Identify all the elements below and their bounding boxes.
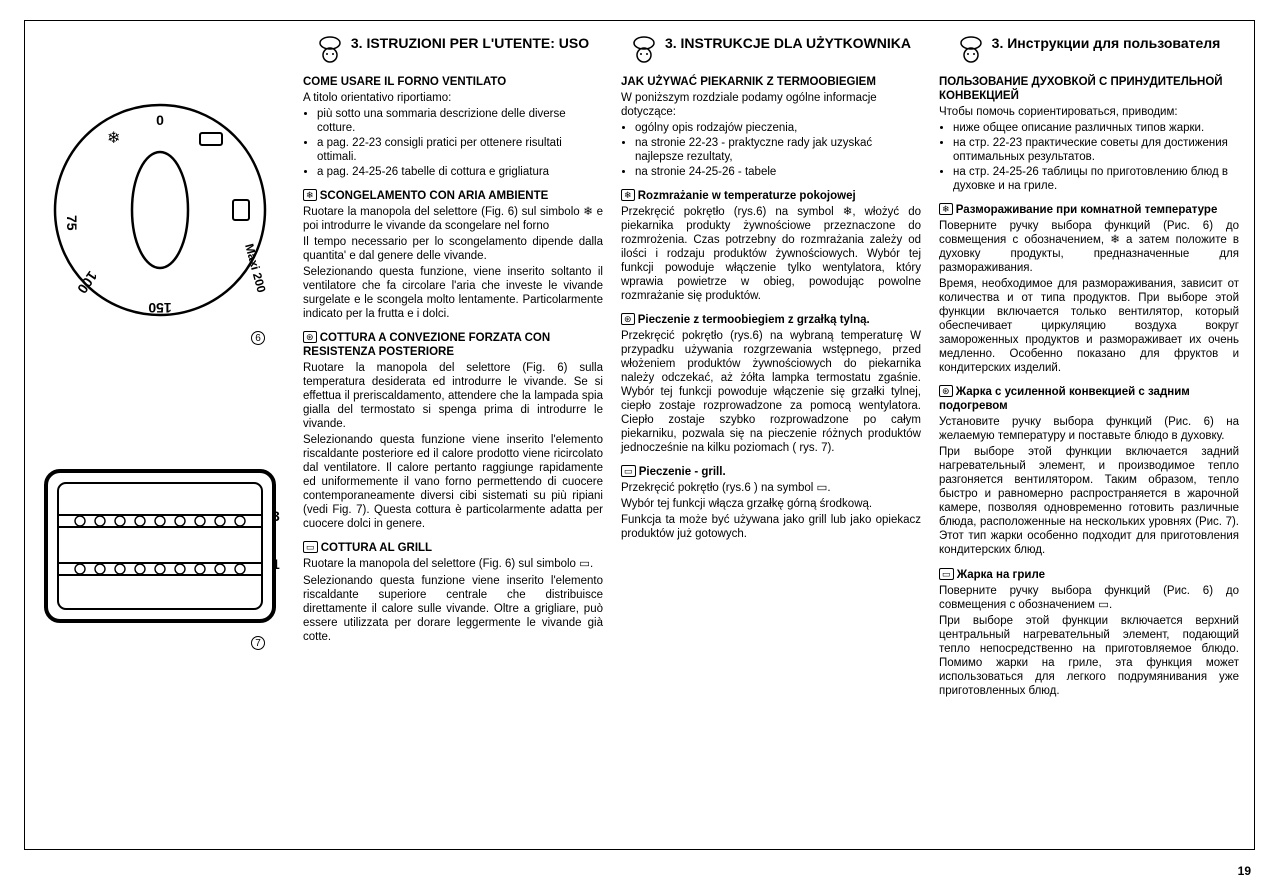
ru-sub3-p1: Поверните ручку выбора функций (Рис. 6) … (939, 584, 1239, 612)
ru-sub3-p2: При выборе этой функции включается верхн… (939, 614, 1239, 698)
pl-sub2-h: ⊛ Pieczenie z termoobiegiem z grzałką ty… (621, 313, 921, 327)
column-pl-head: 3. INSTRUKCJE DLA UŻYTKOWNIKA (621, 35, 921, 65)
column-it-head: 3. ISTRUZIONI PER L'UTENTE: USO (303, 35, 603, 65)
ru-sub3-h: ▭ Жарка на гриле (939, 568, 1239, 582)
ru-sub1-p1: Поверните ручку выбора функций (Рис. 6) … (939, 219, 1239, 275)
it-sub1-p3: Selezionando questa funzione, viene inse… (303, 265, 603, 321)
pl-sub1-h: ❄ Rozmrażanie w temperaturze pokojowej (621, 189, 921, 203)
ru-sec1-bullets: ниже общее описание различных типов жарк… (953, 121, 1239, 193)
ru-sec1-lead: Чтобы помочь сориентироваться, приводим: (939, 105, 1239, 119)
figure-column: 0 ❄ Maxi 200 150 100 75 6 (35, 35, 285, 835)
figure-dial: 0 ❄ Maxi 200 150 100 75 6 (35, 95, 285, 345)
figure-oven: 3 1 7 (35, 465, 285, 650)
pl-sub3-h: ▭ Pieczenie - grill. (621, 465, 921, 479)
svg-text:1: 1 (272, 556, 280, 572)
list-item: ogólny opis rodzajów pieczenia, (635, 121, 921, 135)
it-sec1-bullets: più sotto una sommaria descrizione delle… (317, 107, 603, 179)
it-sec1-h: COME USARE IL FORNO VENTILATO (303, 75, 603, 89)
pl-sub3-p1: Przekręcić pokrętło (rys.6 ) na symbol ▭… (621, 481, 921, 495)
figure-dial-caption: 6 (35, 331, 285, 345)
column-pl-title: 3. INSTRUKCJE DLA UŻYTKOWNIKA (665, 35, 911, 52)
list-item: на стр. 24-25-26 таблицы по приготовлени… (953, 165, 1239, 193)
list-item: на стр. 22-23 практические советы для до… (953, 136, 1239, 164)
it-sub3-p1: Ruotare la manopola del selettore (Fig. … (303, 557, 603, 571)
list-item: na stronie 24-25-26 - tabele (635, 165, 921, 179)
list-item: ниже общее описание различных типов жарк… (953, 121, 1239, 135)
pl-sec1-bullets: ogólny opis rodzajów pieczenia, na stron… (635, 121, 921, 179)
pl-sec1-lead: W poniższym rozdziale podamy ogólne info… (621, 91, 921, 119)
list-item: più sotto una sommaria descrizione delle… (317, 107, 603, 135)
chef-icon (317, 35, 343, 65)
dial-label-150: 150 (148, 300, 172, 316)
ru-sub2-p2: При выборе этой функции включается задни… (939, 445, 1239, 557)
ru-sub1-p2: Время, необходимое для размораживания, з… (939, 277, 1239, 375)
oven-svg: 3 1 (40, 465, 280, 630)
chef-icon (631, 35, 657, 65)
dial-svg: 0 ❄ Maxi 200 150 100 75 (45, 95, 275, 325)
column-it-title: 3. ISTRUZIONI PER L'UTENTE: USO (351, 35, 589, 52)
column-ru-head: 3. Инструкции для пользователя (939, 35, 1239, 65)
column-pl: 3. INSTRUKCJE DLA UŻYTKOWNIKA JAK UŻYWAĆ… (621, 35, 921, 835)
ru-sub1-h: ❄ Размораживание при комнатной температу… (939, 203, 1239, 217)
pl-sub3-p3: Funkcja ta może być używana jako grill l… (621, 513, 921, 541)
ru-sub2-p1: Установите ручку выбора функций (Рис. 6)… (939, 415, 1239, 443)
column-ru: 3. Инструкции для пользователя ПОЛЬЗОВАН… (939, 35, 1239, 835)
it-sub3-p2: Selezionando questa funzione viene inser… (303, 574, 603, 644)
it-sub2-h: ⊛ COTTURA A CONVEZIONE FORZATA CON RESIS… (303, 331, 603, 359)
pl-sec1-h: JAK UŻYWAĆ PIEKARNIK Z TERMOOBIEGIEM (621, 75, 921, 89)
dial-label-75: 75 (64, 215, 80, 231)
pl-sub3-p2: Wybór tej funkcji włącza grzałkę górną ś… (621, 497, 921, 511)
pl-sub2-p1: Przekręcić pokrętło (rys.6) na wybraną t… (621, 329, 921, 455)
it-sub1-p1: Ruotare la manopola del selettore (Fig. … (303, 205, 603, 233)
svg-text:❄: ❄ (107, 130, 120, 147)
column-it: 3. ISTRUZIONI PER L'UTENTE: USO COME USA… (303, 35, 603, 835)
dial-label-0: 0 (156, 112, 164, 128)
pl-sub1-p1: Przekręcić pokrętło (rys.6) na symbol ❄,… (621, 205, 921, 303)
it-sub1-h: ❄ SCONGELAMENTO CON ARIA AMBIENTE (303, 189, 603, 203)
figure-oven-caption: 7 (35, 636, 285, 650)
it-sub1-p2: Il tempo necessario per lo scongelamento… (303, 235, 603, 263)
list-item: na stronie 22-23 - praktyczne rady jak u… (635, 136, 921, 164)
it-sub2-p2: Selezionando questa funzione viene inser… (303, 433, 603, 531)
ru-sec1-h: ПОЛЬЗОВАНИЕ ДУХОВКОЙ С ПРИНУДИТЕЛЬНОЙ КО… (939, 75, 1239, 103)
list-item: a pag. 24-25-26 tabelle di cottura e gri… (317, 165, 603, 179)
page-number: 19 (1238, 864, 1251, 878)
list-item: a pag. 22-23 consigli pratici per ottene… (317, 136, 603, 164)
it-sec1-lead: A titolo orientativo riportiamo: (303, 91, 603, 105)
chef-icon (958, 35, 984, 65)
column-ru-title: 3. Инструкции для пользователя (992, 35, 1221, 52)
ru-sub2-h: ⊛ Жарка с усиленной конвекцией с задним … (939, 385, 1239, 413)
it-sub3-h: ▭ COTTURA AL GRILL (303, 541, 603, 555)
it-sub2-p1: Ruotare la manopola del selettore (Fig. … (303, 361, 603, 431)
svg-text:3: 3 (272, 508, 280, 524)
manual-page: 0 ❄ Maxi 200 150 100 75 6 (24, 20, 1255, 850)
